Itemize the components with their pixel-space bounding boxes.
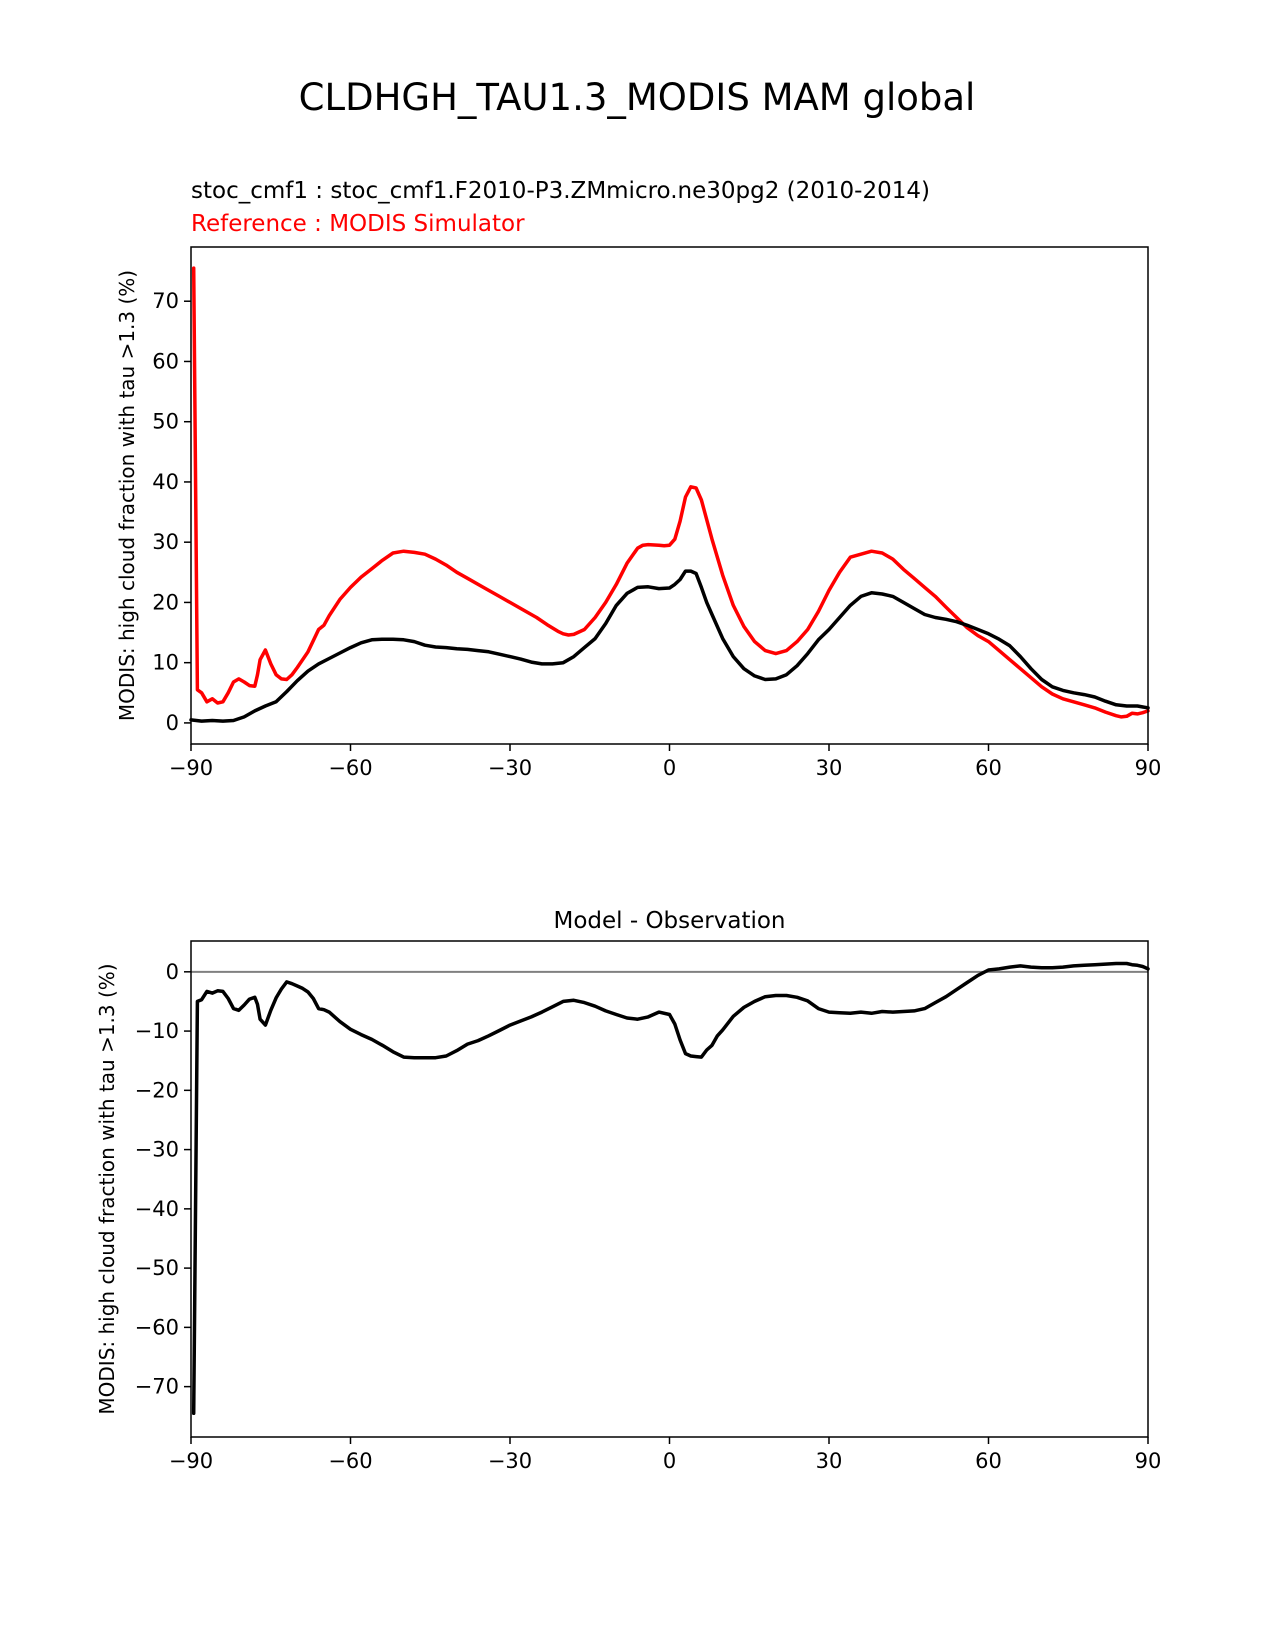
y-tick-label: −30 <box>135 1138 179 1162</box>
plot-frame <box>190 246 1149 745</box>
y-tick-label: 70 <box>152 289 179 313</box>
y-tick-label: −70 <box>135 1375 179 1399</box>
series-line-reference <box>191 266 1150 719</box>
y-tick-label: 10 <box>152 651 179 675</box>
series-line-difference <box>191 961 1150 1416</box>
x-tick-label: −60 <box>328 1449 372 1473</box>
x-tick-label: −30 <box>488 1449 532 1473</box>
x-tick-label: 0 <box>663 1449 676 1473</box>
y-tick-label: 0 <box>166 960 179 984</box>
panel-model-minus-observation: Model - Observation −90 −60 −30 0 30 60 90 0 −10 −… <box>95 908 1161 1473</box>
panel-model-vs-reference: stoc_cmf1 : stoc_cmf1.F2010-P3.ZMmicro.n… <box>115 178 1161 780</box>
y-axis-label: MODIS: high cloud fraction with tau >1.3… <box>115 270 139 721</box>
y-tick-label: −40 <box>135 1197 179 1221</box>
y-tick-label: −10 <box>135 1019 179 1043</box>
x-tick-label: −30 <box>488 756 532 780</box>
y-tick-label: −60 <box>135 1315 179 1339</box>
x-tick-label: 60 <box>975 1449 1002 1473</box>
x-tick-label: 30 <box>816 756 843 780</box>
y-axis-label: MODIS: high cloud fraction with tau >1.3… <box>95 963 119 1414</box>
x-tick-label: 0 <box>663 756 676 780</box>
series-line-model <box>189 569 1150 723</box>
x-tick-label: 60 <box>975 756 1002 780</box>
x-tick-label: 30 <box>816 1449 843 1473</box>
y-tick-label: 60 <box>152 349 179 373</box>
x-tick-label: −90 <box>169 756 213 780</box>
y-tick-label: 20 <box>152 590 179 614</box>
x-tick-label: 90 <box>1135 1449 1162 1473</box>
y-tick-label: 0 <box>166 711 179 735</box>
x-tick-label: −60 <box>328 756 372 780</box>
y-tick-label: −50 <box>135 1256 179 1280</box>
x-tick-label: 90 <box>1135 756 1162 780</box>
figure-suptitle: CLDHGH_TAU1.3_MODIS MAM global <box>299 76 976 119</box>
panel-title-line-0: stoc_cmf1 : stoc_cmf1.F2010-P3.ZMmicro.n… <box>191 178 930 204</box>
y-tick-label: −20 <box>135 1078 179 1102</box>
x-tick-label: −90 <box>169 1449 213 1473</box>
panel-title-line-0: Model - Observation <box>553 908 785 934</box>
panel-title-line-1: Reference : MODIS Simulator <box>191 211 525 237</box>
y-tick-label: 40 <box>152 470 179 494</box>
y-tick-label: 30 <box>152 530 179 554</box>
y-tick-label: 50 <box>152 410 179 434</box>
